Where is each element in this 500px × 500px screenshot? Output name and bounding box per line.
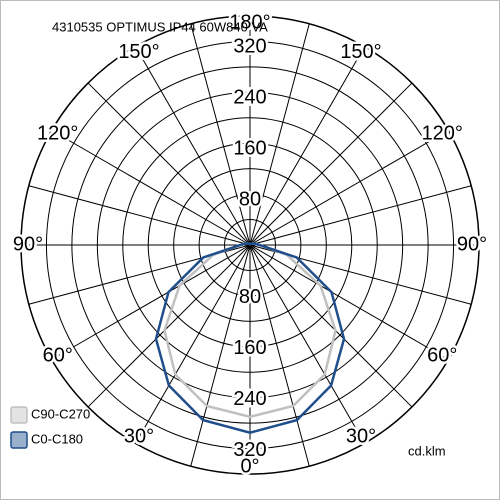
radial-line bbox=[249, 244, 449, 360]
angle-tick-label: 30° bbox=[124, 426, 154, 448]
unit-label: cd.klm bbox=[408, 443, 446, 458]
angle-tick-label: 60° bbox=[43, 344, 73, 366]
r-tick-label: 320 bbox=[233, 36, 266, 58]
r-tick-label: 320 bbox=[233, 439, 266, 461]
radial-line bbox=[135, 244, 251, 444]
angle-tick-label: 180° bbox=[229, 11, 270, 33]
r-tick-label: 240 bbox=[233, 87, 266, 109]
radial-line bbox=[249, 46, 365, 246]
labels: 80801601602402403203200°30°30°60°60°90°9… bbox=[10, 9, 489, 480]
series-curve bbox=[154, 242, 346, 434]
radial-line bbox=[87, 82, 251, 246]
radial-line bbox=[249, 130, 449, 246]
radial-line bbox=[249, 82, 413, 246]
angle-tick-label: 30° bbox=[346, 426, 376, 448]
chart-title: 4310535 OPTIMUS IP44 60W840 VA bbox=[52, 19, 268, 34]
radial-line bbox=[28, 185, 251, 246]
radial-line bbox=[249, 244, 310, 467]
radial-line bbox=[135, 46, 251, 246]
radial-line bbox=[249, 185, 472, 246]
radial-line bbox=[87, 244, 251, 408]
radial-line bbox=[51, 130, 251, 246]
r-tick-label: 160 bbox=[233, 337, 266, 359]
radial-line bbox=[249, 244, 365, 444]
radial-line bbox=[51, 244, 251, 360]
r-tick-label: 80 bbox=[239, 286, 261, 308]
r-tick-label: 240 bbox=[233, 388, 266, 410]
legend-swatch bbox=[10, 406, 28, 424]
legend-swatch bbox=[10, 431, 28, 449]
r-tick-label: 80 bbox=[239, 188, 261, 210]
legend-label: C90-C270 bbox=[31, 406, 90, 421]
angle-tick-label: 0° bbox=[240, 455, 259, 477]
grid bbox=[20, 15, 480, 475]
radial-line bbox=[249, 244, 413, 408]
radial-line bbox=[190, 244, 251, 467]
radial-line bbox=[249, 23, 310, 246]
angle-tick-label: 120° bbox=[37, 122, 78, 144]
angle-tick-label: 90° bbox=[457, 233, 487, 255]
angle-tick-label: 60° bbox=[427, 344, 457, 366]
angle-tick-label: 120° bbox=[422, 122, 463, 144]
radial-line bbox=[190, 23, 251, 246]
curves bbox=[154, 242, 346, 434]
r-tick-label: 160 bbox=[233, 138, 266, 160]
angle-tick-label: 150° bbox=[118, 41, 159, 63]
angle-tick-label: 150° bbox=[340, 41, 381, 63]
legend-label: C0-C180 bbox=[31, 431, 83, 446]
angle-tick-label: 90° bbox=[13, 233, 43, 255]
